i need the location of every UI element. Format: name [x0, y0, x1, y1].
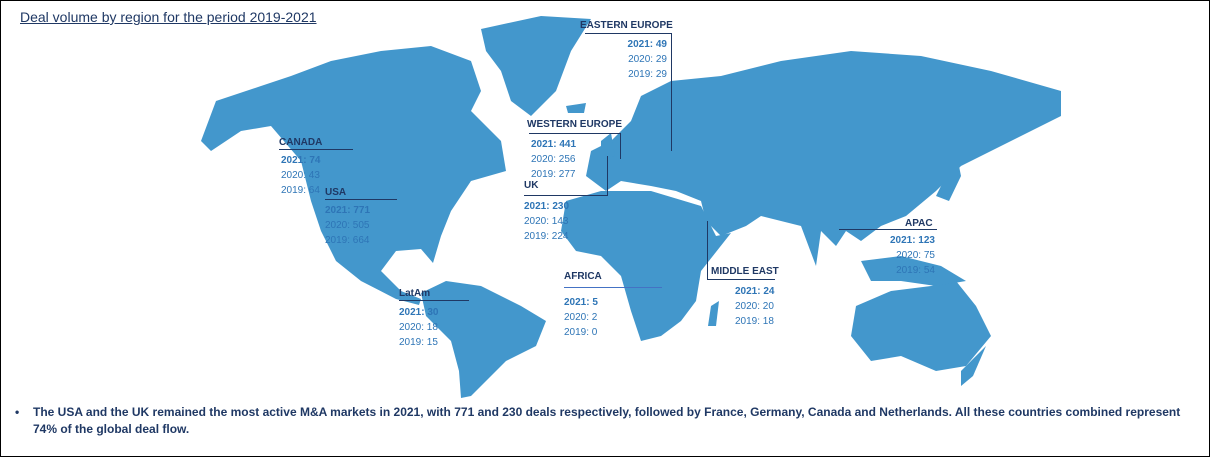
region-label-apac: APAC: [905, 218, 933, 229]
south-america: [421, 281, 546, 398]
region-values-middle-east: 2021: 24 2020: 20 2019: 18: [735, 286, 775, 327]
region-values-usa: 2021: 771 2020: 505 2019: 664: [325, 205, 371, 246]
region-label-africa: AFRICA: [564, 271, 602, 282]
region-label-middle-east: MIDDLE EAST: [711, 266, 779, 277]
leader-line: [279, 149, 353, 150]
leader-line: [620, 133, 621, 159]
summary-text: The USA and the UK remained the most act…: [33, 405, 1181, 436]
region-label-uk: UK: [524, 180, 539, 191]
region-label-eastern-europe: EASTERN EUROPE: [580, 20, 673, 31]
leader-line: [529, 133, 621, 134]
africa: [561, 191, 731, 341]
new-zealand: [961, 346, 986, 386]
australia: [851, 281, 991, 371]
leader-line: [524, 195, 608, 196]
region-values-western-europe: 2021: 441 2020: 256 2019: 277: [531, 139, 577, 180]
eurasia: [586, 51, 1061, 266]
madagascar: [708, 301, 719, 326]
region-label-western-europe: WESTERN EUROPE: [527, 119, 623, 130]
region-values-canada: 2021: 74 2020: 43 2019: 64: [281, 155, 321, 196]
region-values-africa: 2021: 5 2020: 2 2019: 0: [564, 297, 598, 338]
leader-line: [707, 279, 775, 280]
region-values-eastern-europe: 2021: 49 2020: 29 2019: 29: [627, 39, 667, 80]
leader-line: [399, 300, 469, 301]
leader-line: [671, 33, 672, 151]
leader-line: [585, 33, 672, 34]
region-label-usa: USA: [325, 187, 347, 198]
leader-line: [707, 221, 708, 280]
region-label-canada: CANADA: [279, 137, 323, 148]
se-asia-islands: [861, 256, 966, 286]
region-values-latam: 2021: 30 2020: 18 2019: 15: [399, 307, 439, 348]
leader-line: [839, 229, 937, 230]
leader-line: [564, 287, 662, 288]
leader-line: [607, 156, 608, 196]
greenland: [481, 16, 591, 116]
page-title: Deal volume by region for the period 201…: [20, 9, 317, 25]
north-america: [201, 46, 506, 305]
uk-island: [601, 133, 615, 159]
japan: [936, 151, 961, 201]
summary-note: • The USA and the UK remained the most a…: [15, 404, 1195, 438]
iceland: [566, 103, 586, 113]
region-label-latam: LatAm: [399, 288, 431, 299]
region-values-uk: 2021: 230 2020: 143 2019: 224: [524, 201, 570, 242]
region-values-apac: 2021: 123 2020: 75 2019: 54: [889, 235, 935, 276]
leader-line: [325, 199, 397, 200]
bullet: •: [15, 405, 20, 419]
